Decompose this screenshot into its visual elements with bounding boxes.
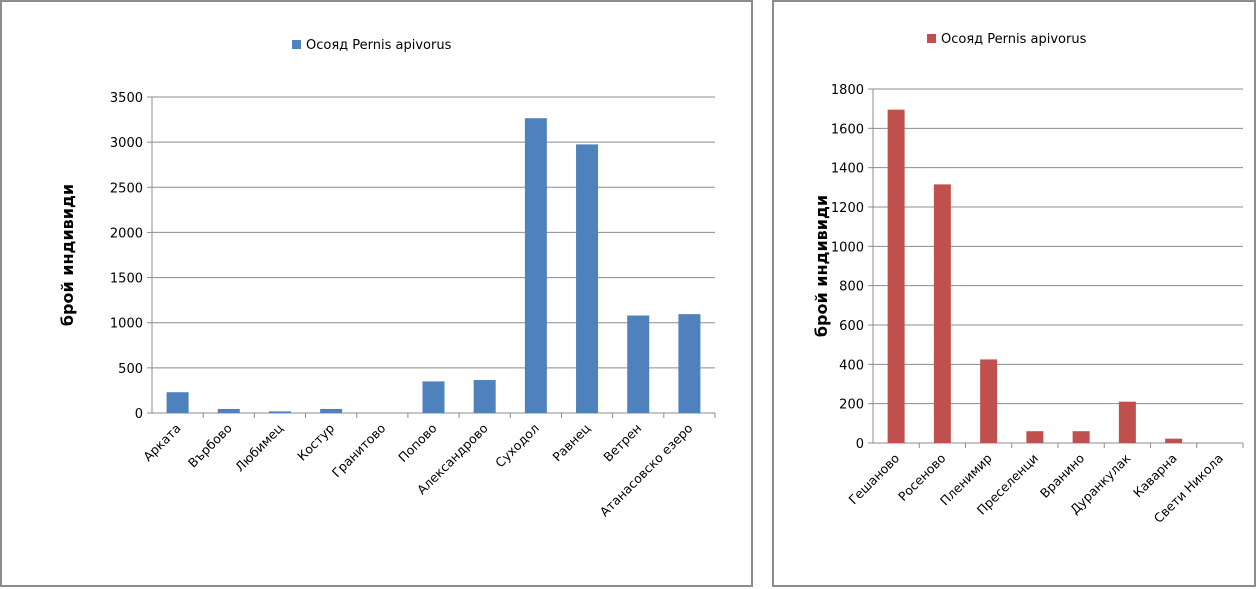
chart-left: 0 500 1000 1500 2000 2500 3000 3500 Арката Върбов… (58, 38, 716, 520)
bar (217, 408, 240, 413)
y-tick-label: 600 (839, 319, 864, 334)
x-tick-label: Гранитово (329, 421, 389, 481)
y-tick-label: 1800 (831, 83, 864, 98)
y-tick-label: 3000 (110, 136, 143, 151)
bar (678, 314, 701, 413)
bar (576, 144, 599, 413)
y-tick-label: 2500 (110, 181, 143, 196)
y-tick-label: 2000 (110, 226, 143, 241)
x-tick-label: Суходол (492, 421, 542, 471)
bar (1072, 431, 1090, 443)
y-tick-label: 3500 (110, 91, 143, 106)
chart-panel-left: 0 500 1000 1500 2000 2500 3000 3500 Арката Върбов… (0, 0, 753, 587)
bar (627, 315, 650, 413)
y-tick-label: 1000 (831, 240, 864, 255)
y-tick-label: 1600 (831, 122, 864, 137)
bar (422, 381, 445, 413)
y-axis-label: брой индивиди (58, 184, 77, 326)
bar (980, 359, 998, 443)
legend-label: Осояд Pernis apivorus (941, 32, 1087, 47)
y-tick-label: 1000 (110, 317, 143, 332)
y-tick-label: 1200 (831, 201, 864, 216)
y-tick-label: 200 (839, 398, 864, 413)
legend-swatch (927, 34, 936, 43)
bar (268, 411, 291, 413)
chart-right: 0 200 400 600 800 1000 1200 1400 1600 1800 Гешанов… (812, 32, 1244, 526)
y-tick-label: 1500 (110, 272, 143, 287)
bar (1118, 401, 1136, 443)
x-tick-label: Атанасовско езеро (597, 421, 696, 520)
bar (166, 392, 189, 413)
x-tick-label: Гешаново (846, 451, 903, 508)
bar (1165, 438, 1183, 443)
legend-label: Осояд Pernis apivorus (306, 38, 452, 53)
x-tick-label: Арката (140, 421, 184, 465)
bar (473, 380, 496, 413)
bar (887, 109, 905, 444)
y-tick-label: 0 (856, 437, 864, 452)
legend-swatch (292, 40, 301, 49)
bar (524, 118, 547, 414)
x-tick-label: Равнец (549, 421, 593, 465)
x-tick-label: Ветрен (600, 421, 644, 465)
x-tick-label: Любимец (232, 421, 286, 475)
x-tick-label: Върбово (185, 421, 235, 471)
bar (1026, 431, 1044, 443)
bar (320, 408, 343, 413)
y-axis-label: брой индивиди (812, 195, 831, 337)
y-tick-label: 0 (135, 407, 143, 422)
y-tick-label: 400 (839, 358, 864, 373)
y-tick-label: 1400 (831, 162, 864, 177)
x-tick-label: Костур (294, 420, 337, 463)
y-tick-label: 800 (839, 280, 864, 295)
chart-panel-right: 0 200 400 600 800 1000 1200 1400 1600 1800 Гешанов… (772, 0, 1256, 587)
x-tick-label: Попово (395, 421, 439, 465)
bar (933, 184, 951, 443)
y-tick-label: 500 (118, 362, 143, 377)
